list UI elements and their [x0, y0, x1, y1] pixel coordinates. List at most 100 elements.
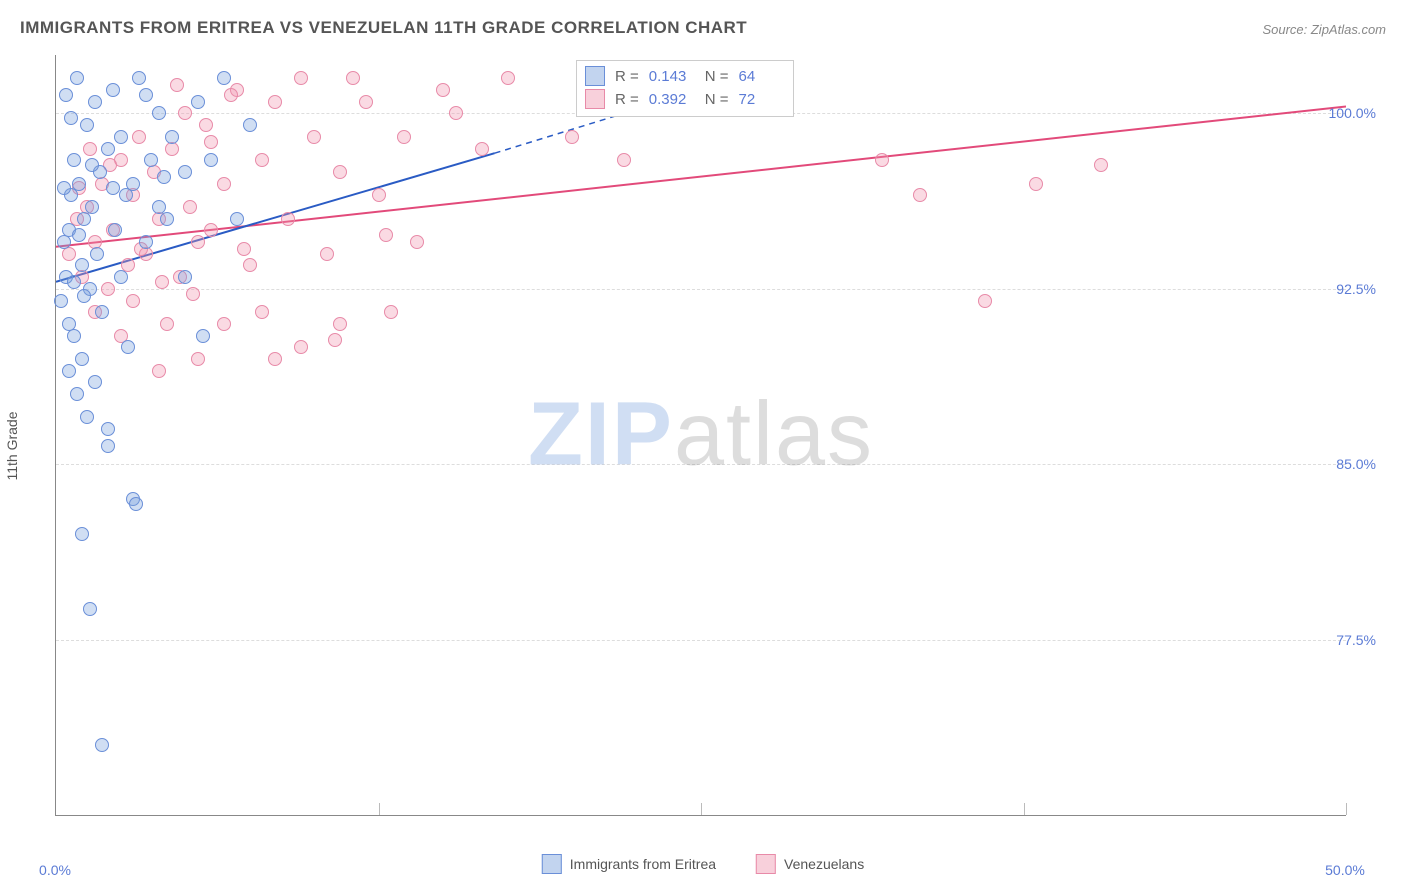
data-point [294, 71, 308, 85]
data-point [67, 153, 81, 167]
data-point [501, 71, 515, 85]
legend-item-1: Immigrants from Eritrea [542, 854, 716, 874]
data-point [237, 242, 251, 256]
data-point [119, 188, 133, 202]
data-point [121, 340, 135, 354]
data-point [72, 228, 86, 242]
data-point [372, 188, 386, 202]
y-tick-label: 92.5% [1336, 281, 1376, 297]
data-point [255, 305, 269, 319]
grid-line-h [56, 464, 1346, 465]
data-point [59, 88, 73, 102]
data-point [85, 158, 99, 172]
data-point [54, 294, 68, 308]
data-point [75, 352, 89, 366]
data-point [191, 352, 205, 366]
chart-title: IMMIGRANTS FROM ERITREA VS VENEZUELAN 11… [20, 18, 747, 38]
data-point [978, 294, 992, 308]
data-point [268, 352, 282, 366]
data-point [217, 317, 231, 331]
data-point [475, 142, 489, 156]
stats-box: R = 0.143 N = 64 R = 0.392 N = 72 [576, 60, 794, 117]
swatch-blue-icon [585, 66, 605, 86]
legend-swatch-blue-icon [542, 854, 562, 874]
legend-swatch-pink-icon [756, 854, 776, 874]
data-point [565, 130, 579, 144]
data-point [90, 247, 104, 261]
data-point [114, 270, 128, 284]
data-point [281, 212, 295, 226]
data-point [108, 223, 122, 237]
data-point [333, 165, 347, 179]
data-point [217, 71, 231, 85]
data-point [57, 181, 71, 195]
data-point [88, 95, 102, 109]
data-point [183, 200, 197, 214]
x-tick-label: 0.0% [39, 862, 71, 878]
data-point [129, 497, 143, 511]
data-point [410, 235, 424, 249]
data-point [101, 422, 115, 436]
data-point [132, 71, 146, 85]
data-point [217, 177, 231, 191]
trend-lines-layer [56, 55, 1346, 815]
x-tick-mark [379, 803, 380, 815]
grid-line-h [56, 289, 1346, 290]
data-point [62, 364, 76, 378]
bottom-legend: Immigrants from Eritrea Venezuelans [542, 854, 864, 874]
data-point [199, 118, 213, 132]
data-point [436, 83, 450, 97]
data-point [126, 294, 140, 308]
source-label: Source: ZipAtlas.com [1262, 22, 1386, 37]
data-point [1094, 158, 1108, 172]
data-point [191, 95, 205, 109]
data-point [75, 258, 89, 272]
data-point [178, 165, 192, 179]
data-point [157, 170, 171, 184]
data-point [77, 289, 91, 303]
data-point [346, 71, 360, 85]
data-point [191, 235, 205, 249]
data-point [95, 305, 109, 319]
plot-area: ZIPatlas R = 0.143 N = 64 R = 0.392 N = … [55, 55, 1346, 816]
n-label: N = [705, 68, 729, 85]
n-label: N = [705, 91, 729, 108]
data-point [196, 329, 210, 343]
data-point [255, 153, 269, 167]
data-point [294, 340, 308, 354]
data-point [70, 387, 84, 401]
data-point [224, 88, 238, 102]
data-point [144, 153, 158, 167]
data-point [307, 130, 321, 144]
data-point [913, 188, 927, 202]
data-point [333, 317, 347, 331]
data-point [320, 247, 334, 261]
data-point [449, 106, 463, 120]
n-value-1: 64 [739, 68, 785, 85]
x-tick-mark [701, 803, 702, 815]
data-point [230, 212, 244, 226]
data-point [139, 88, 153, 102]
data-point [88, 375, 102, 389]
data-point [83, 602, 97, 616]
data-point [617, 153, 631, 167]
r-label: R = [615, 68, 639, 85]
y-tick-label: 77.5% [1336, 632, 1376, 648]
data-point [75, 527, 89, 541]
data-point [72, 177, 86, 191]
data-point [106, 181, 120, 195]
x-tick-mark [1346, 803, 1347, 815]
stats-row-series2: R = 0.392 N = 72 [585, 89, 785, 109]
watermark: ZIPatlas [528, 384, 874, 487]
data-point [1029, 177, 1043, 191]
legend-label-2: Venezuelans [784, 856, 864, 872]
data-point [170, 78, 184, 92]
data-point [243, 118, 257, 132]
data-point [875, 153, 889, 167]
data-point [64, 111, 78, 125]
data-point [268, 95, 282, 109]
y-tick-label: 100.0% [1329, 105, 1376, 121]
data-point [95, 738, 109, 752]
watermark-zip: ZIP [528, 385, 674, 485]
data-point [155, 275, 169, 289]
